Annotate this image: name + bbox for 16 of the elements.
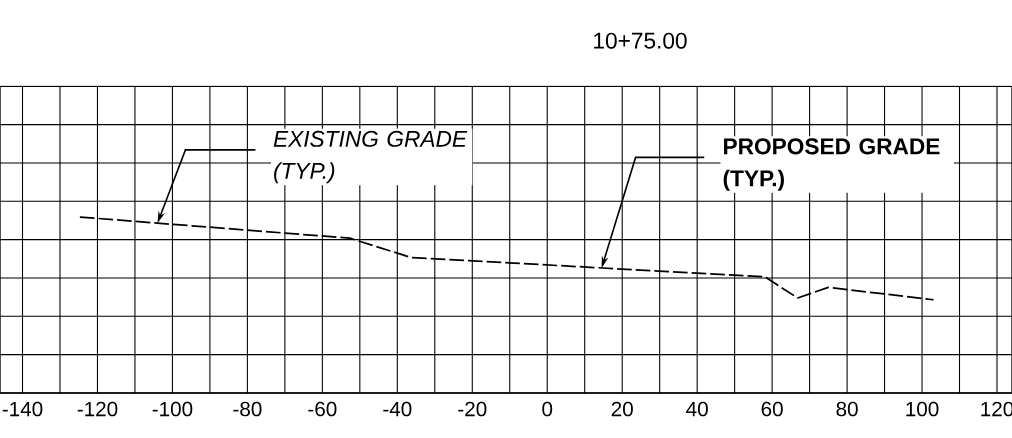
chart-title: 10+75.00: [594, 32, 687, 49]
x-tick-label: -100: [152, 401, 193, 417]
x-tick-label: -120: [77, 401, 118, 417]
x-tick-label: 20: [611, 401, 633, 417]
x-tick-label: 40: [686, 401, 708, 417]
x-tick-label: -60: [308, 401, 337, 417]
x-tick-label: 0: [542, 401, 553, 417]
annotation: EXISTING GRADE (TYP.): [273, 130, 468, 184]
x-tick-label: 80: [836, 401, 858, 417]
x-tick-label: 60: [761, 401, 783, 417]
x-tick-label: -140: [2, 401, 43, 417]
annotation: PROPOSED GRADE (TYP.): [723, 138, 940, 191]
x-tick-label: -80: [233, 401, 262, 417]
x-tick-label: -40: [383, 401, 412, 417]
x-tick-label: 100: [906, 401, 939, 417]
x-tick-label: -20: [458, 401, 487, 417]
